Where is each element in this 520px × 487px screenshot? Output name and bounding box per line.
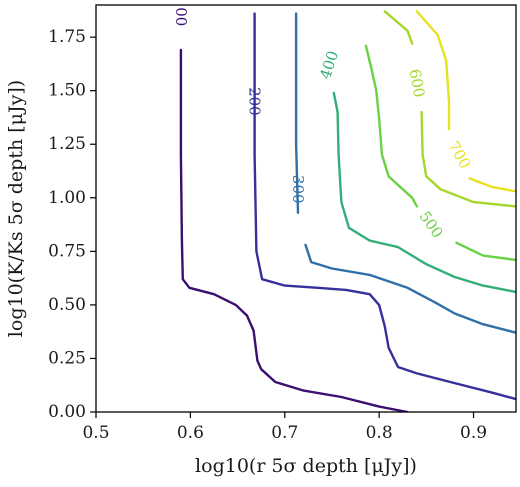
contour-line-600 bbox=[420, 110, 516, 208]
contour-line-300 bbox=[294, 12, 300, 214]
x-axis-ticks: 0.5 0.6 0.7 0.8 0.9 bbox=[82, 412, 487, 443]
y-tick-label: 1.25 bbox=[48, 134, 86, 154]
y-tick-label: 0.75 bbox=[48, 241, 86, 261]
contour-line-600 bbox=[383, 10, 414, 45]
y-tick-label: 1.00 bbox=[48, 188, 86, 208]
y-tick-label: 1.50 bbox=[48, 81, 86, 101]
contour-line-300 bbox=[304, 243, 516, 334]
x-axis-label: log10(r 5σ depth [μJy]) bbox=[195, 455, 417, 477]
y-tick-label: 1.75 bbox=[48, 27, 86, 47]
x-tick-label: 0.9 bbox=[460, 423, 487, 443]
contour-line-700 bbox=[468, 177, 516, 193]
contour-line-400 bbox=[332, 91, 516, 294]
plot-frame bbox=[95, 4, 517, 413]
contour-label-300: 300 bbox=[289, 175, 307, 204]
contour-label-00: 00 bbox=[172, 7, 190, 26]
y-axis-label: log10(K/Ks 5σ depth [μJy]) bbox=[5, 80, 27, 337]
y-tick-label: 0.25 bbox=[48, 348, 86, 368]
contour-label-700: 700 bbox=[444, 138, 474, 172]
y-tick-label: 0.00 bbox=[48, 402, 86, 422]
x-tick-label: 0.6 bbox=[177, 423, 204, 443]
y-tick-label: 0.50 bbox=[48, 295, 86, 315]
contour-line-200 bbox=[253, 12, 516, 401]
contour-line-700 bbox=[415, 10, 451, 131]
x-tick-label: 0.7 bbox=[271, 423, 298, 443]
contour-line-100 bbox=[179, 48, 409, 412]
y-axis-ticks: 0.00 0.25 0.50 0.75 1.00 1.25 1.50 1.75 bbox=[48, 27, 96, 422]
x-tick-label: 0.5 bbox=[82, 423, 109, 443]
contour-line-500 bbox=[364, 44, 419, 208]
contour-label-600: 600 bbox=[406, 68, 429, 99]
contour-line-500 bbox=[455, 241, 516, 262]
contour-labels: 00 200 300 400 500 600 700 bbox=[172, 7, 474, 241]
x-tick-label: 0.8 bbox=[366, 423, 393, 443]
contour-label-200: 200 bbox=[246, 87, 264, 116]
contour-lines bbox=[179, 10, 516, 412]
contour-label-400: 400 bbox=[316, 49, 342, 82]
contour-label-500: 500 bbox=[415, 208, 446, 242]
